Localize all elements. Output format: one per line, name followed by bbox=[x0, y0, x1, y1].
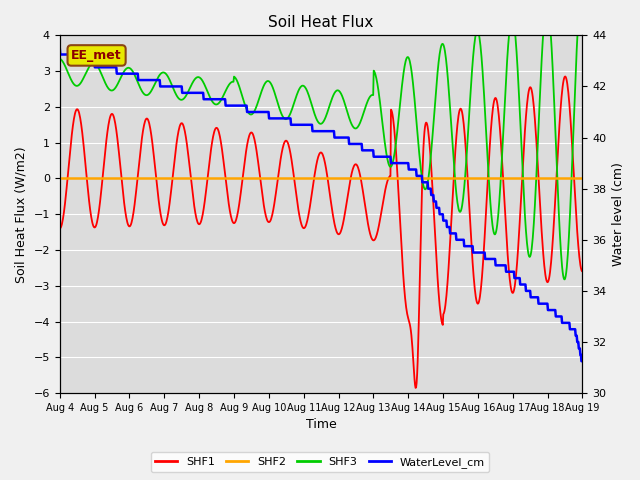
SHF1 bbox=[268, 216, 275, 222]
Line: SHF1: SHF1 bbox=[60, 76, 582, 388]
SHF1 bbox=[415, 300, 423, 306]
SHF3 bbox=[56, 56, 63, 61]
Legend: SHF1, SHF2, SHF3, WaterLevel_cm: SHF1, SHF2, SHF3, WaterLevel_cm bbox=[151, 452, 489, 472]
Line: WaterLevel_cm: WaterLevel_cm bbox=[60, 48, 582, 361]
SHF2 bbox=[286, 176, 294, 181]
SHF3 bbox=[415, 144, 422, 150]
SHF1 bbox=[56, 226, 63, 231]
WaterLevel_cm bbox=[109, 64, 117, 70]
SHF1 bbox=[579, 269, 586, 275]
SHF2 bbox=[268, 176, 275, 181]
SHF3 bbox=[473, 28, 481, 34]
SHF3 bbox=[463, 141, 471, 147]
WaterLevel_cm bbox=[579, 358, 586, 364]
SHF2 bbox=[109, 176, 117, 181]
SHF1 bbox=[561, 73, 569, 79]
SHF1 bbox=[474, 300, 481, 306]
SHF1 bbox=[286, 148, 294, 154]
SHF3 bbox=[268, 81, 275, 87]
SHF2 bbox=[56, 176, 63, 181]
Line: SHF3: SHF3 bbox=[60, 0, 582, 279]
SHF1 bbox=[464, 180, 472, 186]
SHF3 bbox=[109, 87, 117, 93]
Title: Soil Heat Flux: Soil Heat Flux bbox=[268, 15, 374, 30]
Y-axis label: Soil Heat Flux (W/m2): Soil Heat Flux (W/m2) bbox=[15, 146, 28, 283]
WaterLevel_cm bbox=[473, 250, 481, 255]
SHF2 bbox=[415, 176, 422, 181]
Text: EE_met: EE_met bbox=[71, 49, 122, 62]
SHF1 bbox=[412, 385, 419, 391]
WaterLevel_cm bbox=[577, 358, 585, 364]
WaterLevel_cm bbox=[415, 173, 422, 179]
WaterLevel_cm bbox=[286, 116, 294, 121]
WaterLevel_cm bbox=[268, 116, 275, 121]
WaterLevel_cm bbox=[463, 243, 471, 249]
X-axis label: Time: Time bbox=[306, 419, 337, 432]
WaterLevel_cm bbox=[56, 45, 63, 51]
SHF3 bbox=[561, 276, 568, 282]
Y-axis label: Water level (cm): Water level (cm) bbox=[612, 162, 625, 266]
SHF3 bbox=[286, 111, 294, 117]
SHF2 bbox=[579, 176, 586, 181]
SHF2 bbox=[463, 176, 471, 181]
SHF1 bbox=[109, 112, 117, 118]
SHF2 bbox=[473, 176, 481, 181]
